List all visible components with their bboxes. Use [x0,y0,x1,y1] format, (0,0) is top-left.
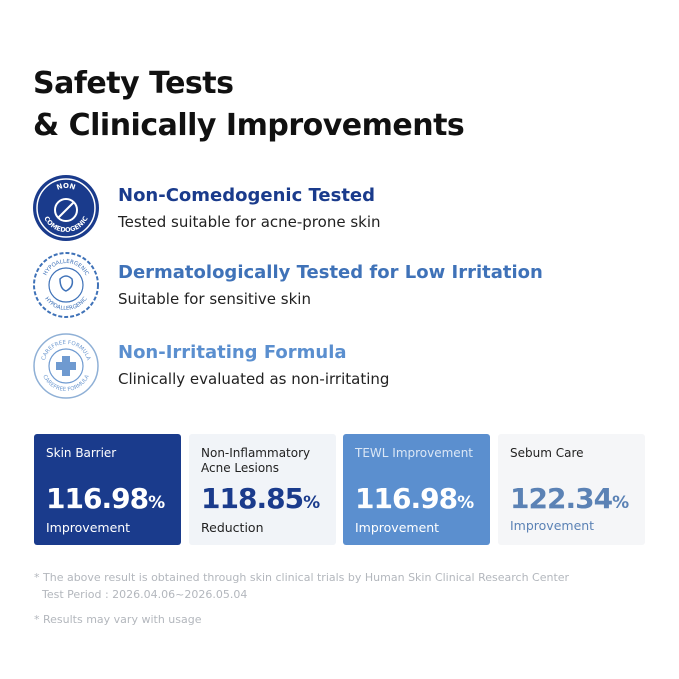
card-value: 116.98 [355,482,458,515]
card-value-wrap: 116.98% [355,482,474,515]
card-label: Sebum Care [510,446,584,460]
svg-text:NON: NON [56,182,77,192]
feature-subtitle: Suitable for sensitive skin [118,290,311,308]
badge-icon: HYPOALLERGENIC HYPOALLERGENIC [33,252,99,318]
card-value: 122.34 [510,482,613,515]
feature-subtitle: Clinically evaluated as non-irritating [118,370,390,388]
card-value: 118.85 [201,482,304,515]
title: & Clinically Improvements [33,108,465,143]
footnote: * The above result is obtained through s… [34,571,570,584]
card-caption: Reduction [201,520,264,535]
badge-icon: NON COMEDOGENIC [33,175,99,241]
footnote: * Results may vary with usage [34,613,202,626]
feature-title: Dermatologically Tested for Low Irritati… [118,262,543,283]
card-caption: Improvement [510,518,595,533]
card-unit: % [148,493,166,513]
card-caption: Improvement [355,520,440,535]
card-value-wrap: 122.34% [510,482,629,515]
card-unit: % [612,493,630,513]
card-unit: % [457,493,475,513]
badge-icon: CAREFREE FORMULA CAREFREE FORMULA [33,333,99,399]
feature-title: Non-Irritating Formula [118,342,347,363]
card-caption: Improvement [46,520,131,535]
card-unit: % [303,493,321,513]
card-value: 116.98 [46,482,149,515]
feature-subtitle: Tested suitable for acne-prone skin [118,213,381,231]
title: Safety Tests [33,66,234,101]
card-value-wrap: 118.85% [201,482,320,515]
badge-text: NON [56,182,77,192]
footnote: Test Period : 2026.04.06~2026.05.04 [42,588,248,601]
card-label: Non-Inflammatory Acne Lesions [201,446,311,475]
feature-title: Non-Comedogenic Tested [118,185,376,206]
stat-card: Skin Barrier 116.98% Improvement [34,434,181,545]
stat-card: Non-Inflammatory Acne Lesions 118.85% Re… [189,434,336,545]
card-label: TEWL Improvement [355,446,474,460]
stat-card: TEWL Improvement 116.98% Improvement [343,434,490,545]
card-value-wrap: 116.98% [46,482,165,515]
card-label: Skin Barrier [46,446,117,460]
stat-card: Sebum Care 122.34% Improvement [498,434,645,545]
